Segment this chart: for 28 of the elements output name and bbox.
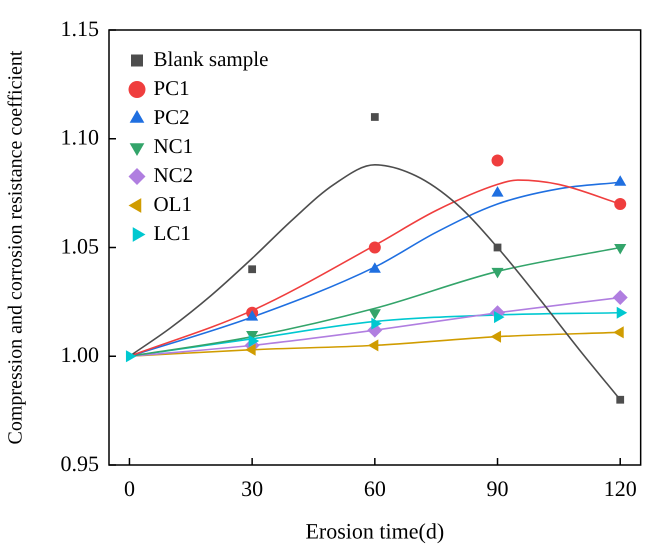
x-tick-label: 30 xyxy=(241,476,264,501)
y-tick-label: 1.05 xyxy=(60,233,99,258)
legend-label: NC1 xyxy=(154,134,194,158)
point xyxy=(371,318,382,330)
legend-label: NC2 xyxy=(154,163,194,188)
x-tick-label: 120 xyxy=(604,476,637,501)
y-axis-title: Compression and corrosion resistance coefficient xyxy=(4,50,26,444)
legend-label: Blank sample xyxy=(154,47,268,72)
point xyxy=(612,290,628,306)
x-tick-label: 60 xyxy=(364,476,386,501)
point xyxy=(370,113,379,121)
point xyxy=(492,154,504,166)
legend-label: OL1 xyxy=(154,192,192,216)
point xyxy=(248,265,256,274)
y-tick-label: 1.10 xyxy=(60,124,99,150)
x-tick-label: 90 xyxy=(486,476,509,501)
point xyxy=(248,334,260,348)
point xyxy=(368,242,381,254)
legend-label: PC2 xyxy=(154,105,190,130)
legend-label: LC1 xyxy=(154,221,191,246)
y-tick-label: 1.15 xyxy=(60,16,99,41)
y-tick-label: 0.95 xyxy=(60,450,99,476)
point xyxy=(126,350,136,362)
x-axis-title: Erosion time(d) xyxy=(305,518,444,544)
y-tick-label: 1.00 xyxy=(60,342,99,368)
x-tick-label: 0 xyxy=(124,476,135,501)
legend-label: PC1 xyxy=(154,76,190,100)
point xyxy=(614,198,626,210)
